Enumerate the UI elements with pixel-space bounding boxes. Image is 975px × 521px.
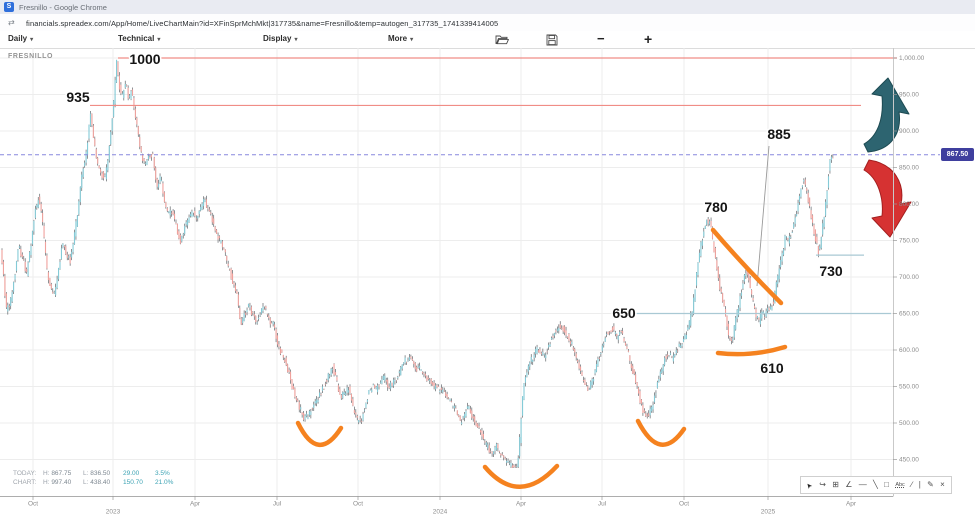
chart-toolbar: Daily ▾ Technical ▾ Display ▾ More ▾ − + (0, 31, 975, 49)
price-axis-label: 500.00 (899, 420, 919, 427)
diagonal-line-icon[interactable]: ∕ (911, 480, 913, 489)
trend-line-icon[interactable]: ╲ (873, 480, 878, 489)
annotation-label-1000: 1000 (129, 51, 160, 67)
price-axis-label: 450.00 (899, 457, 919, 464)
favicon-icon: S (4, 2, 14, 12)
candles-layer (1, 59, 834, 468)
time-axis-label: Jul (598, 501, 607, 508)
level-lines-layer (90, 57, 897, 315)
price-axis-label: 700.00 (899, 274, 919, 281)
time-axis-label: Oct (353, 501, 363, 508)
pencil-icon[interactable]: ✎ (927, 480, 934, 489)
price-axis-label: 750.00 (899, 238, 919, 245)
time-axis-label: Apr (190, 501, 201, 508)
chevron-down-icon: ▾ (30, 37, 34, 43)
down-trendline-780[interactable] (710, 227, 784, 306)
price-axis-label: 550.00 (899, 384, 919, 391)
time-axis-label: Apr (516, 501, 527, 508)
url-text[interactable]: financials.spreadex.com/App/Home/LiveCha… (26, 18, 499, 28)
fan-lines-icon[interactable]: ∠ (845, 480, 853, 489)
price-axis-label: 950.00 (899, 92, 919, 99)
tab-switch-icon: ⇄ (8, 18, 15, 27)
rectangle-icon[interactable]: □ (884, 480, 889, 489)
drawing-toolbar: ➤ ↪ ⊞ ∠ — ╲ □ Abc ∕ | ✎ × (800, 476, 952, 494)
price-axis-label: 850.00 (899, 165, 919, 172)
axes-layer: 1,000.00 950.00 900.00 850.00 800.00 750.00 70… (0, 48, 925, 516)
time-axis-label: 2024 (433, 509, 448, 516)
callout-line-885 (756, 145, 770, 287)
annotation-label-650: 650 (612, 305, 636, 321)
zoom-in-button[interactable]: + (644, 31, 653, 47)
time-axis-label: Oct (28, 501, 38, 508)
pointer-icon[interactable]: ➤ (804, 480, 815, 490)
zoom-out-button[interactable]: − (597, 31, 605, 46)
text-icon[interactable]: Abc (895, 482, 905, 488)
curved-arrow-icon[interactable]: ↪ (819, 480, 826, 489)
time-axis-label: 2025 (761, 509, 776, 516)
time-axis-label: Oct (679, 501, 689, 508)
delete-icon[interactable]: × (940, 480, 945, 489)
grid-layer (0, 48, 893, 496)
price-axis-label: 1,000.00 (899, 55, 925, 62)
time-axis-label: Apr (846, 501, 857, 508)
price-axis-label: 800.00 (899, 201, 919, 208)
annotation-label-780: 780 (704, 199, 728, 215)
price-axis-label: 900.00 (899, 128, 919, 135)
time-axis-label: Jul (273, 501, 282, 508)
instrument-label: FRESNILLO (8, 53, 54, 60)
menu-display[interactable]: Display ▾ (263, 34, 298, 43)
menu-more[interactable]: More ▾ (388, 34, 414, 43)
browser-title-bar: S Fresnillo - Google Chrome (0, 0, 975, 15)
chevron-down-icon: ▾ (410, 37, 414, 43)
window-title: Fresnillo - Google Chrome (19, 3, 107, 12)
open-folder-icon[interactable] (495, 33, 510, 46)
save-icon[interactable] (546, 33, 560, 46)
bottom-arc-2[interactable] (482, 463, 560, 489)
support-line-610[interactable] (715, 344, 788, 357)
url-bar[interactable]: ⇄ financials.spreadex.com/App/Home/LiveC… (0, 14, 975, 32)
time-axis-label: 2023 (106, 509, 121, 516)
chevron-down-icon: ▾ (294, 37, 298, 43)
annotation-label-935: 935 (66, 89, 90, 105)
current-price-badge: 867.50 (941, 148, 974, 162)
chevron-down-icon: ▾ (157, 37, 161, 43)
price-axis-label: 650.00 (899, 311, 919, 318)
price-axis-label: 600.00 (899, 347, 919, 354)
bottom-arc-1[interactable] (295, 420, 344, 448)
grid-icon[interactable]: ⊞ (832, 480, 839, 489)
annotation-label-610: 610 (760, 360, 784, 376)
menu-technical[interactable]: Technical ▾ (118, 34, 161, 43)
bottom-arc-3[interactable] (635, 418, 687, 447)
annotation-labels-layer: 1000 935 885 780 730 650 610 (65, 49, 845, 377)
bull-curved-arrow[interactable] (863, 77, 910, 153)
vertical-line-icon[interactable]: | (918, 480, 921, 489)
price-chart[interactable]: 1000 935 885 780 730 650 610 1,000.00 950.00 900.… (0, 48, 975, 521)
annotation-label-885: 885 (767, 126, 791, 142)
menu-daily[interactable]: Daily ▾ (8, 34, 34, 43)
horizontal-line-icon[interactable]: — (858, 480, 867, 489)
orange-annotations-layer (295, 227, 788, 489)
bear-curved-arrow[interactable] (863, 159, 912, 238)
annotation-label-730: 730 (819, 263, 843, 279)
